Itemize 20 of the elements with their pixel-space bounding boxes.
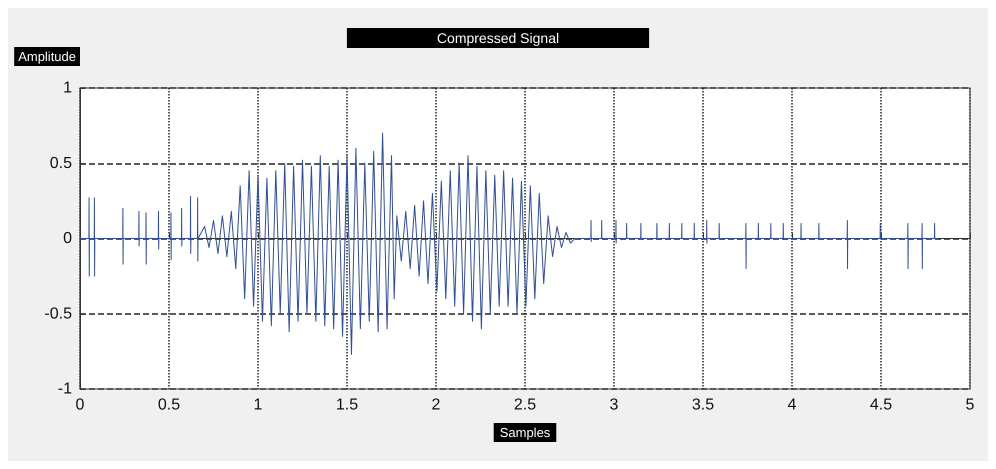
x-tick-label: 1 xyxy=(254,396,263,414)
y-tick-label: 0 xyxy=(63,230,72,247)
x-tick-label: 0 xyxy=(76,396,85,414)
x-tick-label: 2 xyxy=(432,396,441,414)
x-tick-label: 3.5 xyxy=(692,396,714,414)
line-series xyxy=(80,132,938,355)
y-tick-label: 0.5 xyxy=(50,154,72,172)
x-tick-label: 4.5 xyxy=(870,396,892,414)
x-tick-label: 3 xyxy=(610,396,619,414)
chart-title: Compressed Signal xyxy=(436,30,560,46)
x-tick-label: 5 xyxy=(966,396,975,414)
x-tick-label: 2.5 xyxy=(514,396,536,414)
x-axis-title: Samples xyxy=(500,425,551,440)
y-tick-label: 1 xyxy=(63,80,72,96)
x-tick-label: 4 xyxy=(788,396,797,414)
y-axis-title: Amplitude xyxy=(18,49,76,64)
y-tick-label: -0.5 xyxy=(44,305,72,322)
y-tick-label: -1 xyxy=(58,380,72,398)
x-tick-label: 1.5 xyxy=(336,396,358,414)
x-tick-label: 0.5 xyxy=(158,396,180,414)
